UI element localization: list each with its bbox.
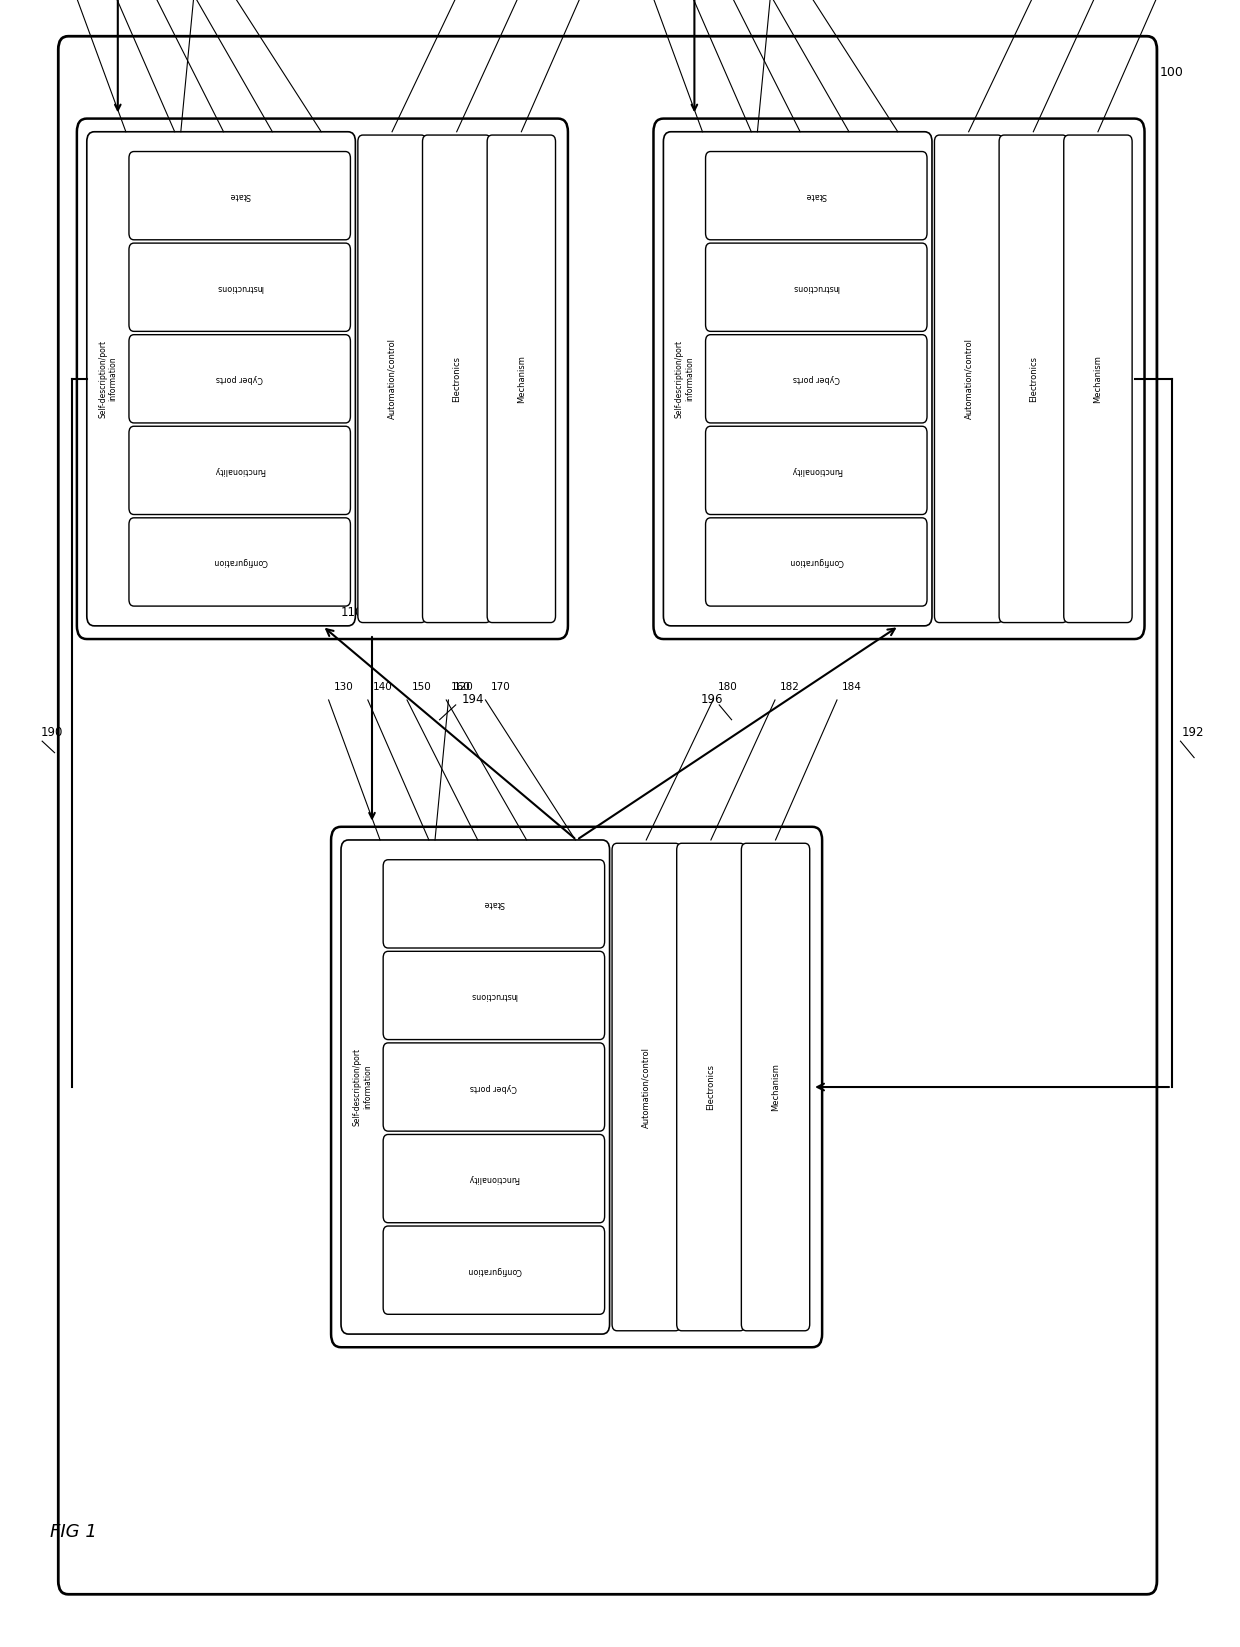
FancyBboxPatch shape (383, 952, 605, 1039)
FancyBboxPatch shape (129, 152, 351, 240)
FancyBboxPatch shape (129, 334, 351, 423)
Text: Automation/control: Automation/control (642, 1046, 651, 1128)
FancyBboxPatch shape (706, 152, 928, 240)
Text: Mechanism: Mechanism (771, 1062, 780, 1112)
FancyBboxPatch shape (341, 840, 610, 1334)
FancyBboxPatch shape (383, 1135, 605, 1222)
Text: Automation/control: Automation/control (965, 338, 973, 420)
Text: State: State (484, 899, 505, 909)
Text: Automation/control: Automation/control (388, 338, 397, 420)
FancyBboxPatch shape (331, 827, 822, 1347)
Text: Instructions: Instructions (216, 283, 263, 292)
Text: 196: 196 (701, 693, 723, 707)
Text: 192: 192 (1182, 726, 1204, 740)
FancyBboxPatch shape (1064, 135, 1132, 623)
FancyBboxPatch shape (935, 135, 1003, 623)
FancyBboxPatch shape (706, 244, 928, 331)
Text: Configuration: Configuration (212, 557, 267, 567)
FancyBboxPatch shape (77, 119, 568, 639)
FancyBboxPatch shape (487, 135, 556, 623)
Text: Self-description/port
information: Self-description/port information (352, 1047, 372, 1127)
FancyBboxPatch shape (706, 517, 928, 606)
FancyBboxPatch shape (383, 860, 605, 949)
Text: 100: 100 (1159, 66, 1183, 79)
Text: Mechanism: Mechanism (1094, 354, 1102, 404)
Text: State: State (806, 191, 827, 201)
FancyBboxPatch shape (999, 135, 1068, 623)
FancyBboxPatch shape (653, 119, 1145, 639)
FancyBboxPatch shape (677, 843, 745, 1331)
Text: 170: 170 (491, 682, 510, 692)
FancyBboxPatch shape (613, 843, 681, 1331)
FancyBboxPatch shape (129, 427, 351, 514)
FancyBboxPatch shape (423, 135, 491, 623)
Text: 194: 194 (463, 693, 485, 707)
Text: Electronics: Electronics (707, 1064, 715, 1110)
Text: Cyber ports: Cyber ports (792, 374, 839, 384)
Text: 182: 182 (780, 682, 800, 692)
Text: Configuration: Configuration (789, 557, 843, 567)
Text: 190: 190 (41, 726, 63, 740)
FancyBboxPatch shape (383, 1225, 605, 1314)
FancyBboxPatch shape (706, 334, 928, 423)
Text: Self-description/port
information: Self-description/port information (98, 339, 118, 418)
Text: Cyber ports: Cyber ports (216, 374, 263, 384)
Text: Instructions: Instructions (470, 991, 517, 1000)
Text: FIG 1: FIG 1 (50, 1523, 97, 1540)
Text: Functionality: Functionality (215, 466, 265, 474)
Text: 120: 120 (454, 682, 474, 692)
FancyBboxPatch shape (706, 427, 928, 514)
FancyBboxPatch shape (383, 1043, 605, 1131)
Text: 130: 130 (334, 682, 353, 692)
Text: Electronics: Electronics (453, 356, 461, 402)
Text: 110: 110 (341, 606, 363, 619)
FancyBboxPatch shape (87, 132, 356, 626)
FancyBboxPatch shape (358, 135, 427, 623)
Text: Self-description/port
information: Self-description/port information (675, 339, 694, 418)
Text: Mechanism: Mechanism (517, 354, 526, 404)
Text: Cyber ports: Cyber ports (470, 1082, 517, 1092)
FancyBboxPatch shape (663, 132, 932, 626)
FancyBboxPatch shape (129, 244, 351, 331)
FancyBboxPatch shape (129, 517, 351, 606)
FancyBboxPatch shape (742, 843, 810, 1331)
Text: 180: 180 (718, 682, 738, 692)
Text: 140: 140 (373, 682, 393, 692)
Text: 150: 150 (412, 682, 432, 692)
Text: 184: 184 (842, 682, 862, 692)
Text: Electronics: Electronics (1029, 356, 1038, 402)
Text: Functionality: Functionality (791, 466, 842, 474)
Text: 160: 160 (451, 682, 471, 692)
Text: Instructions: Instructions (792, 283, 839, 292)
Text: Configuration: Configuration (466, 1265, 521, 1275)
Text: State: State (229, 191, 250, 201)
Text: Functionality: Functionality (469, 1174, 520, 1183)
